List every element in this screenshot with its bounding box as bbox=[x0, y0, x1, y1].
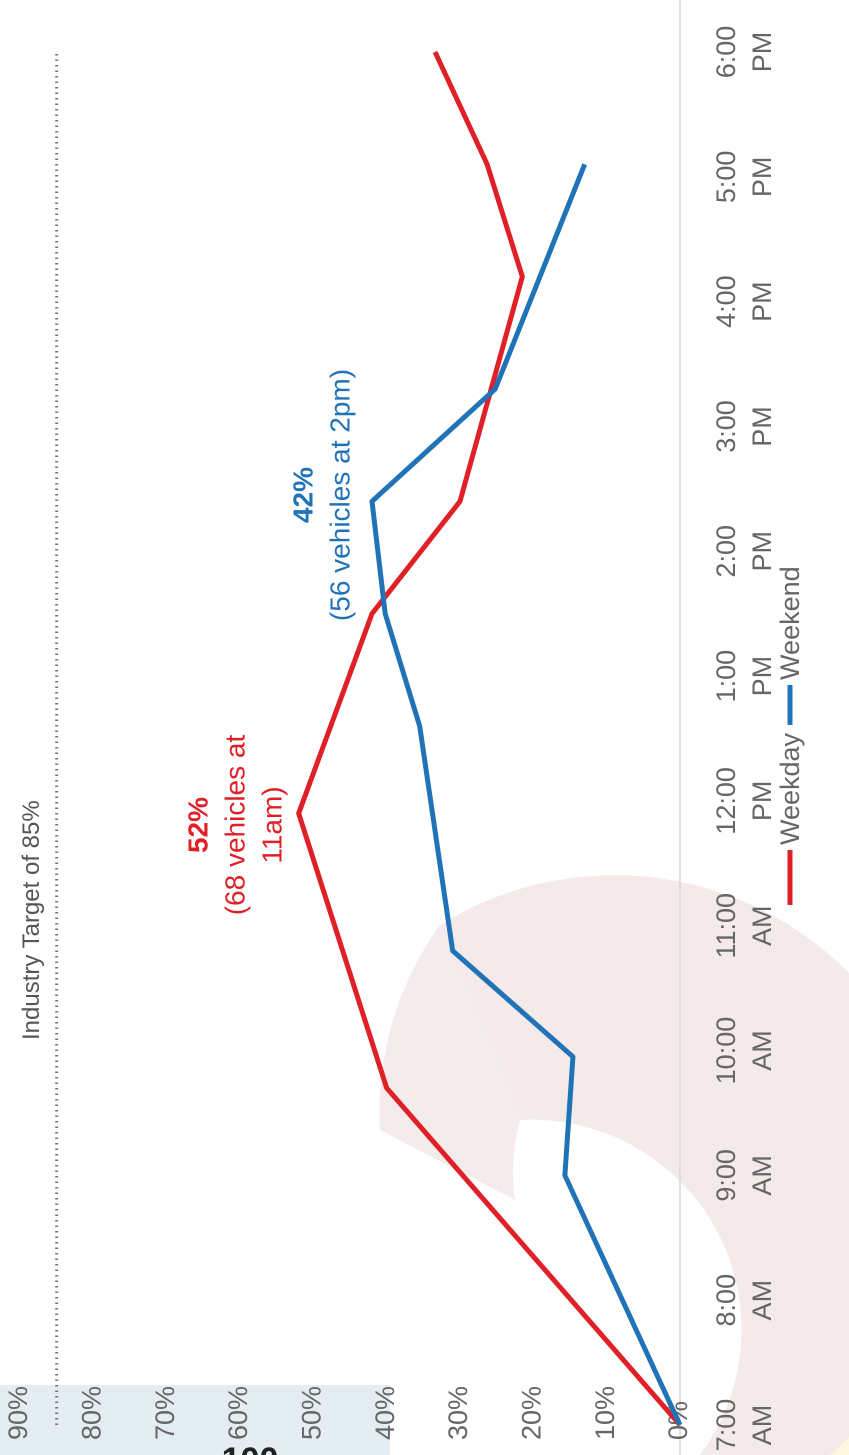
legend-label: Weekend bbox=[775, 566, 805, 680]
y-tick-label: 80% bbox=[76, 1386, 106, 1440]
background-text: 100 bbox=[222, 1441, 279, 1455]
y-tick-label: 10% bbox=[590, 1386, 620, 1440]
annotation: 42% bbox=[287, 467, 318, 523]
series-line bbox=[296, 50, 682, 1427]
x-tick-label: 2:00 PM bbox=[711, 525, 777, 578]
y-tick-label: 40% bbox=[370, 1386, 400, 1440]
x-tick-label: 3:00 PM bbox=[711, 400, 777, 453]
x-tick-label: 11:00 AM bbox=[711, 893, 777, 959]
x-tick-label: 5:00 PM bbox=[711, 151, 777, 204]
y-tick-label: 70% bbox=[150, 1386, 180, 1440]
x-tick-label: 10:00 AM bbox=[711, 1017, 777, 1085]
y-tick-label: 30% bbox=[443, 1386, 473, 1440]
x-tick-label: 12:00 PM bbox=[711, 767, 777, 835]
reference-label: Industry Target of 85% bbox=[18, 800, 45, 1040]
annotation: (68 vehicles at bbox=[219, 735, 250, 916]
x-tick-label: 6:00 PM bbox=[711, 26, 777, 79]
x-tick-label: 4:00 PM bbox=[711, 275, 777, 328]
x-tick-label: 9:00 AM bbox=[711, 1149, 777, 1202]
x-tick-label: 7:00 AM bbox=[711, 1399, 777, 1452]
annotation: 52% bbox=[182, 797, 213, 853]
y-tick-label: 60% bbox=[223, 1386, 253, 1440]
y-tick-label: 90% bbox=[3, 1386, 33, 1440]
background bbox=[0, 875, 849, 1455]
plot: 0%10%20%30%40%50%60%70%80%90% 7:00 AM8:00 A… bbox=[3, 0, 805, 1455]
bg-block bbox=[0, 1385, 390, 1455]
series-line bbox=[369, 163, 683, 1427]
legend-label: Weekday bbox=[775, 732, 805, 845]
bg-arc bbox=[440, 875, 849, 1455]
x-tick-label: 1:00 PM bbox=[711, 650, 777, 703]
annotation: 11am) bbox=[256, 786, 287, 863]
bg-arc bbox=[379, 925, 520, 1200]
y-tick-label: 50% bbox=[296, 1386, 326, 1440]
x-tick-label: 8:00 AM bbox=[711, 1274, 777, 1327]
y-tick-label: 20% bbox=[516, 1386, 546, 1440]
annotation: (56 vehicles at 2pm) bbox=[324, 369, 355, 621]
